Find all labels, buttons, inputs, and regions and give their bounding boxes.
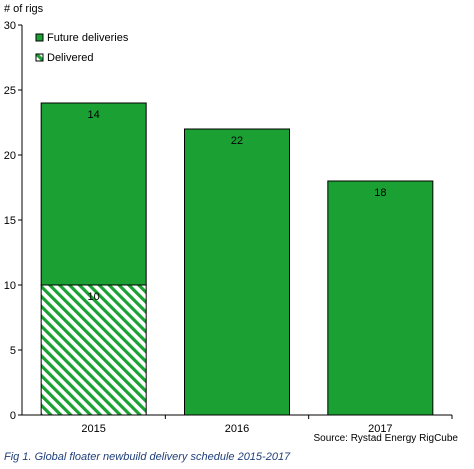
data-label-delivered-2015: 10 xyxy=(88,291,100,303)
y-tick-label: 0 xyxy=(10,410,16,422)
y-tick-label: 15 xyxy=(4,215,16,227)
legend-label-delivered: Delivered xyxy=(47,52,93,64)
bar-future-2015 xyxy=(40,102,147,286)
x-tick-label: 2017 xyxy=(368,423,392,435)
data-label-future-2017: 18 xyxy=(374,187,386,199)
figure-caption: Fig 1. Global floater newbuild delivery … xyxy=(4,451,291,463)
bar-future-2016 xyxy=(184,128,290,416)
data-label-future-2016: 22 xyxy=(231,135,243,147)
legend-label-future: Future deliveries xyxy=(47,32,129,44)
y-tick-label: 25 xyxy=(4,85,16,97)
y-axis-label: # of rigs xyxy=(4,3,44,15)
y-tick-label: 5 xyxy=(10,345,16,357)
x-tick-label: 2016 xyxy=(225,423,249,435)
y-tick-label: 20 xyxy=(4,150,16,162)
y-tick-label: 30 xyxy=(4,20,16,32)
legend-swatch-delivered xyxy=(35,53,44,62)
y-tick-label: 10 xyxy=(4,280,16,292)
bar-future-2017 xyxy=(327,180,434,416)
legend-swatch-future xyxy=(35,33,44,42)
data-label-future-2015: 14 xyxy=(88,109,100,121)
x-tick-label: 2015 xyxy=(81,423,105,435)
source-note: Source: Rystad Energy RigCube xyxy=(313,433,458,444)
bar-delivered-2015 xyxy=(40,284,147,416)
